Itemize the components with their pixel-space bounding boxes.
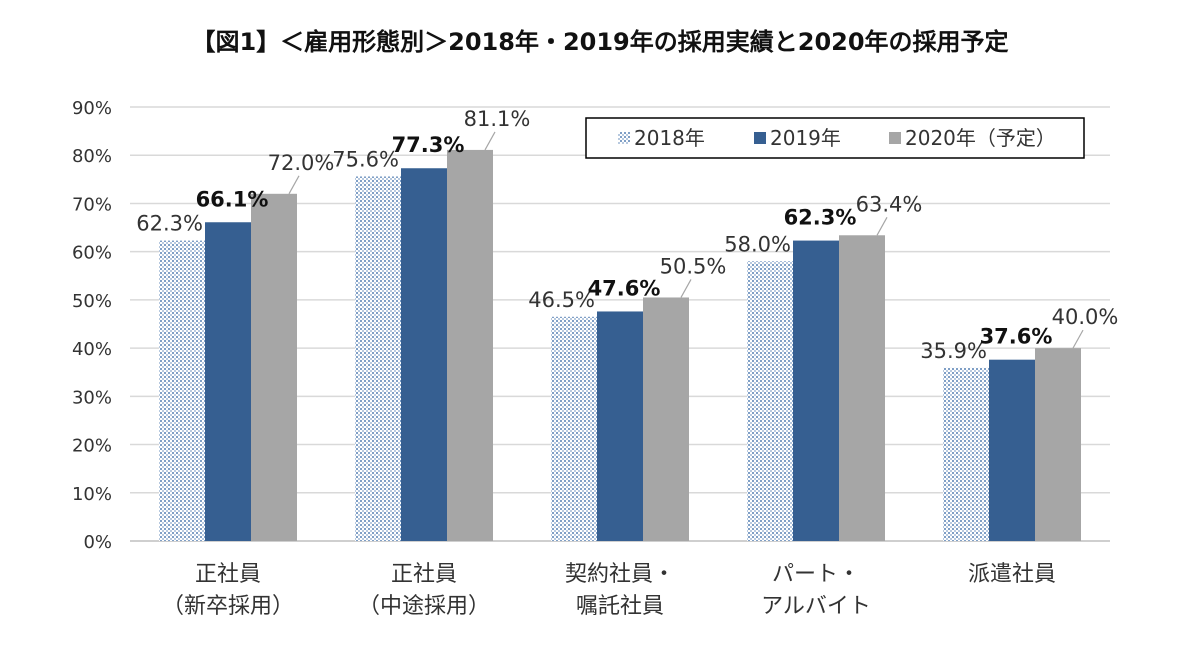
y-tick-label: 80% (72, 146, 112, 167)
data-label: 81.1% (464, 107, 531, 131)
x-category-label: 契約社員・ (565, 562, 675, 587)
leader-line (876, 216, 888, 236)
data-label: 37.6% (980, 325, 1053, 349)
bar (643, 297, 689, 541)
bar (447, 149, 493, 541)
leader-line (680, 279, 692, 298)
legend-label: 2018年 (634, 126, 705, 150)
data-label: 50.5% (660, 254, 727, 278)
data-label: 46.5% (528, 288, 595, 312)
y-axis: 0% 10% 20% 30% 40% 50% 60% 70% 80% 90% (72, 98, 112, 553)
y-tick-label: 60% (72, 243, 112, 264)
legend-label: 2019年 (770, 126, 841, 150)
x-axis: 正社員 （新卒採用） 正社員 （中途採用） 契約社員・嘱託社員 パート・アルバイト 派遣社員 (162, 562, 1056, 619)
data-label: 62.3% (784, 206, 857, 230)
x-category-label: パート・ (772, 562, 860, 587)
data-label: 40.0% (1052, 305, 1119, 329)
chart-title: 【図1】＜雇用形態別＞2018年・2019年の採用実績と2020年の採用予定 (191, 28, 1008, 56)
data-label: 66.1% (196, 187, 269, 211)
x-category-label: 正社員 (391, 562, 457, 587)
bar (551, 316, 597, 541)
data-label: 62.3% (136, 212, 203, 236)
bar (597, 311, 643, 541)
bar (943, 367, 989, 541)
y-tick-label: 10% (72, 484, 112, 505)
y-tick-label: 40% (72, 339, 112, 360)
bar (355, 176, 401, 541)
legend: 2018年 2019年 2020年（予定） (585, 117, 1085, 159)
legend-box (585, 117, 1085, 159)
legend-swatch (754, 132, 766, 144)
data-labels: 62.3%66.1%72.0%75.6%77.3%81.1%46.5%47.6%… (136, 107, 1118, 363)
bar (205, 222, 251, 542)
x-category-label: （中途採用） (358, 594, 490, 619)
bar (159, 240, 205, 541)
bar (251, 193, 297, 542)
data-label: 47.6% (588, 276, 661, 300)
data-label: 72.0% (268, 151, 335, 175)
bar (401, 168, 447, 541)
y-tick-label: 90% (72, 98, 112, 119)
x-category-label: （新卒採用） (162, 594, 294, 619)
y-tick-label: 70% (72, 194, 112, 215)
legend-label: 2020年（予定） (905, 126, 1056, 150)
bar (793, 240, 839, 541)
x-category-label: アルバイト (761, 594, 871, 619)
data-label: 75.6% (332, 147, 399, 171)
y-tick-label: 20% (72, 436, 112, 457)
bar (747, 261, 793, 541)
bar (839, 235, 885, 541)
data-label: 63.4% (856, 192, 923, 216)
bar (1035, 348, 1081, 541)
bars (159, 149, 1081, 542)
y-tick-label: 50% (72, 291, 112, 312)
y-tick-label: 0% (83, 532, 112, 553)
x-category-label: 派遣社員 (968, 562, 1056, 587)
y-tick-label: 30% (72, 387, 112, 408)
leader-line (288, 175, 300, 195)
data-label: 77.3% (392, 133, 465, 157)
x-category-label: 嘱託社員 (576, 594, 664, 619)
leader-line (484, 131, 496, 151)
data-label: 35.9% (920, 339, 987, 363)
legend-swatch (889, 132, 901, 144)
leader-line (1072, 329, 1084, 349)
legend-swatch (618, 132, 630, 144)
bar (989, 359, 1035, 541)
data-label: 58.0% (724, 232, 791, 256)
x-category-label: 正社員 (195, 562, 261, 587)
